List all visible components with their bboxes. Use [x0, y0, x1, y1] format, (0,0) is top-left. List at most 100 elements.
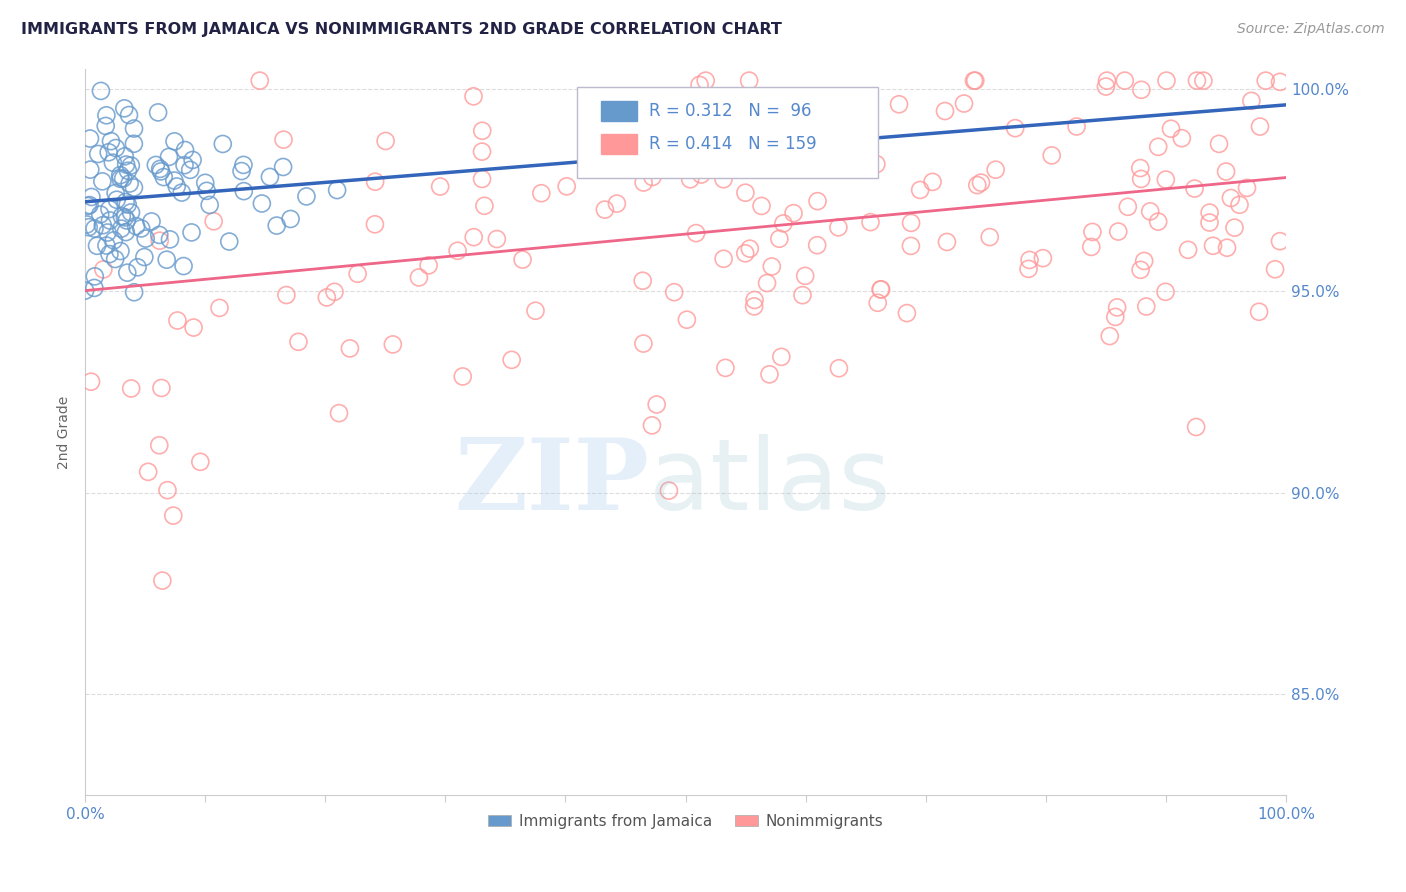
- Point: [195, 184, 218, 198]
- Point: [1216, 241, 1239, 255]
- Point: [83, 281, 105, 295]
- Point: [1229, 198, 1251, 212]
- Point: [1268, 75, 1291, 89]
- Point: [80, 190, 103, 204]
- Point: [794, 268, 817, 283]
- Point: [170, 186, 193, 200]
- Point: [782, 206, 804, 220]
- Point: [606, 196, 628, 211]
- Point: [96, 108, 118, 122]
- Point: [117, 266, 139, 280]
- Point: [208, 301, 231, 315]
- Point: [218, 235, 240, 249]
- Point: [98, 213, 121, 227]
- Point: [1129, 161, 1152, 175]
- Point: [157, 150, 180, 164]
- Point: [150, 574, 173, 588]
- Point: [90, 84, 112, 98]
- Point: [287, 334, 309, 349]
- Point: [271, 160, 294, 174]
- Point: [202, 214, 225, 228]
- Point: [156, 252, 179, 267]
- Point: [146, 105, 169, 120]
- Point: [79, 162, 101, 177]
- Point: [524, 303, 547, 318]
- Point: [112, 101, 135, 115]
- Point: [98, 247, 121, 261]
- Point: [1018, 252, 1040, 267]
- Point: [1107, 225, 1129, 239]
- Point: [280, 211, 302, 226]
- Point: [828, 361, 851, 376]
- Point: [690, 168, 713, 182]
- Point: [136, 465, 159, 479]
- Point: [1254, 73, 1277, 87]
- Point: [295, 189, 318, 203]
- Point: [530, 186, 553, 201]
- Point: [276, 288, 298, 302]
- Point: [122, 136, 145, 151]
- Point: [149, 164, 172, 178]
- Point: [125, 219, 148, 233]
- Text: Source: ZipAtlas.com: Source: ZipAtlas.com: [1237, 22, 1385, 37]
- Point: [700, 158, 723, 172]
- Point: [149, 161, 172, 176]
- Point: [129, 221, 152, 235]
- Point: [1116, 200, 1139, 214]
- Point: [232, 184, 254, 198]
- Point: [1240, 94, 1263, 108]
- Point: [120, 205, 142, 219]
- Point: [1202, 239, 1225, 253]
- Point: [970, 176, 993, 190]
- Point: [1154, 172, 1177, 186]
- Point: [1249, 120, 1271, 134]
- Point: [1264, 262, 1286, 277]
- Point: [870, 282, 893, 296]
- Text: ZIP: ZIP: [454, 434, 650, 532]
- Point: [1219, 191, 1241, 205]
- Point: [100, 134, 122, 148]
- Point: [94, 119, 117, 133]
- Point: [463, 230, 485, 244]
- Point: [115, 213, 138, 227]
- Point: [1154, 285, 1177, 299]
- Point: [86, 239, 108, 253]
- Point: [135, 231, 157, 245]
- Point: [979, 230, 1001, 244]
- Point: [104, 141, 127, 155]
- Point: [471, 145, 494, 159]
- Point: [1098, 329, 1121, 343]
- Point: [89, 207, 111, 221]
- Point: [122, 285, 145, 300]
- Point: [150, 381, 173, 395]
- Point: [1139, 204, 1161, 219]
- Point: [676, 312, 699, 326]
- Point: [1236, 181, 1258, 195]
- Point: [1185, 73, 1208, 87]
- Point: [97, 145, 120, 160]
- Point: [163, 173, 186, 187]
- Point: [953, 96, 976, 111]
- Point: [1177, 243, 1199, 257]
- Point: [633, 336, 655, 351]
- Point: [101, 155, 124, 169]
- Point: [645, 397, 668, 411]
- Point: [1135, 300, 1157, 314]
- Point: [418, 258, 440, 272]
- Point: [96, 226, 118, 240]
- Point: [114, 211, 136, 225]
- Point: [900, 216, 922, 230]
- Text: IMMIGRANTS FROM JAMAICA VS NONIMMIGRANTS 2ND GRADE CORRELATION CHART: IMMIGRANTS FROM JAMAICA VS NONIMMIGRANTS…: [21, 22, 782, 37]
- Point: [145, 158, 167, 172]
- Point: [104, 186, 127, 200]
- Point: [463, 89, 485, 103]
- Point: [792, 288, 814, 302]
- Point: [148, 227, 170, 242]
- Point: [152, 170, 174, 185]
- Point: [1081, 225, 1104, 239]
- Point: [679, 172, 702, 186]
- Point: [1114, 73, 1136, 87]
- Text: R = 0.312   N =  96: R = 0.312 N = 96: [650, 102, 813, 120]
- Point: [887, 97, 910, 112]
- FancyBboxPatch shape: [578, 87, 877, 178]
